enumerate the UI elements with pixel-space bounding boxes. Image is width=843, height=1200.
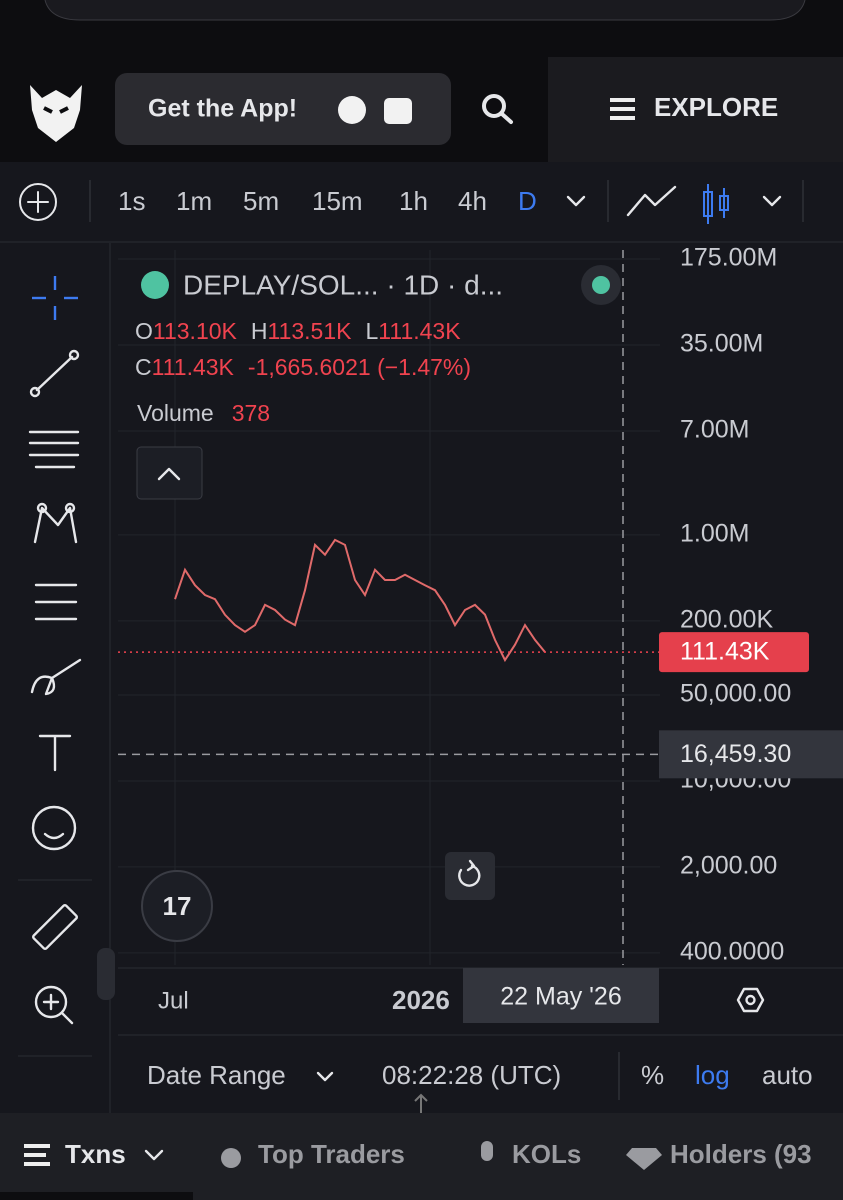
- interval[interactable]: 4h: [458, 186, 487, 216]
- reset-icon: [458, 859, 481, 887]
- plot-area: 175.00M 35.00M 7.00M 1.00M 200.00K 50,000.00 1…: [118, 244, 843, 966]
- time-label: 2026: [392, 985, 450, 1015]
- chevron: [144, 1149, 164, 1161]
- collapse-handle[interactable]: [97, 948, 115, 1000]
- line-style-icon[interactable]: [626, 185, 677, 217]
- settings-icon[interactable]: [736, 987, 765, 1013]
- diamond-icon: [626, 1148, 662, 1170]
- tab[interactable]: Holders (93: [670, 1139, 812, 1169]
- tool-panel: [0, 243, 110, 1113]
- tv-logo[interactable]: [141, 870, 213, 942]
- android-icon: [384, 98, 412, 124]
- crosshair-tag: [659, 730, 843, 779]
- top-bar: [44, 0, 806, 21]
- time-label: Jul: [158, 987, 189, 1014]
- explore-button[interactable]: [548, 57, 843, 162]
- fib-tool[interactable]: [28, 430, 80, 469]
- app-button-label: Get the App!: [148, 95, 297, 123]
- chevron: [316, 1071, 334, 1082]
- symbol: DEPLAY/SOL... · 1D · d...: [183, 269, 503, 300]
- y-tick-label: 1.00M: [680, 520, 749, 548]
- chevron[interactable]: [762, 195, 782, 207]
- medal-icon: [221, 1148, 241, 1168]
- percent-toggle[interactable]: %: [641, 1060, 664, 1090]
- last-price-tag: [659, 632, 809, 673]
- chevron-up: [157, 467, 181, 481]
- pattern-tool[interactable]: [33, 502, 78, 544]
- tab[interactable]: Txns: [65, 1139, 126, 1169]
- status-dot: [592, 276, 610, 294]
- auto-toggle[interactable]: auto: [762, 1060, 813, 1090]
- interval[interactable]: D: [518, 186, 537, 216]
- y-tick-label: 400.0000: [680, 938, 784, 966]
- explore-label: EXPLORE: [654, 92, 778, 122]
- tab-bar: [0, 1113, 843, 1200]
- emoji-tool[interactable]: [31, 805, 77, 851]
- text-tool[interactable]: [38, 734, 72, 772]
- zoom-tool[interactable]: [34, 985, 74, 1025]
- toolbar: [0, 162, 843, 242]
- y-tick-label: 7.00M: [680, 416, 749, 444]
- close-row: C111.43K -1,665.6021 (−1.47%): [135, 354, 471, 380]
- clock: 08:22:28 (UTC): [382, 1060, 561, 1090]
- reset-button[interactable]: [445, 852, 495, 900]
- interval[interactable]: 1m: [176, 186, 212, 216]
- tab[interactable]: KOLs: [512, 1139, 581, 1169]
- crosshair-label: 16,459.30: [680, 740, 791, 768]
- y-tick-label: 35.00M: [680, 330, 763, 358]
- menu-icon: [610, 98, 635, 120]
- add-icon[interactable]: [19, 183, 57, 221]
- app-button[interactable]: [115, 73, 451, 145]
- logo[interactable]: [30, 85, 82, 142]
- token-icon: [141, 271, 169, 299]
- ohl-row: O113.10K H113.51K L111.43K: [135, 318, 461, 344]
- trendline-tool[interactable]: [29, 349, 80, 398]
- search-icon[interactable]: [482, 94, 513, 124]
- y-tick-label: 175.00M: [680, 244, 777, 272]
- y-tick-label: 200.00K: [680, 605, 773, 633]
- last-price-label: 111.43K: [680, 638, 770, 666]
- interval-group: 1s 1m 5m 15m 1h 4h D: [118, 186, 537, 216]
- tab[interactable]: Top Traders: [258, 1139, 405, 1169]
- apple-icon: [338, 96, 366, 124]
- collapse-legend[interactable]: [136, 446, 203, 500]
- price-line: [174, 538, 546, 663]
- brush-tool[interactable]: [30, 658, 82, 696]
- forecast-tool[interactable]: [34, 583, 78, 621]
- chevron[interactable]: [566, 195, 586, 207]
- tv-logo-mark: 17: [163, 891, 192, 921]
- settings-icon-center: [745, 994, 756, 1006]
- interval[interactable]: 5m: [243, 186, 279, 216]
- crosshair-date: 22 May '26: [500, 983, 622, 1011]
- interval[interactable]: 15m: [312, 186, 363, 216]
- interval[interactable]: 1s: [118, 186, 145, 216]
- crosshair-date-bg: [463, 968, 659, 1023]
- y-tick-label: 50,000.00: [680, 680, 791, 708]
- crosshair-tool[interactable]: [32, 276, 78, 320]
- date-range[interactable]: Date Range: [147, 1060, 286, 1090]
- tab-indicator: [0, 1192, 193, 1200]
- log-toggle[interactable]: log: [695, 1060, 730, 1090]
- interval[interactable]: 1h: [399, 186, 428, 216]
- ruler-tool[interactable]: [32, 904, 78, 950]
- volume-row: Volume 378: [137, 400, 270, 426]
- mic-icon: [481, 1141, 493, 1161]
- txns-icon: [24, 1144, 50, 1166]
- y-tick-label: 2,000.00: [680, 852, 777, 880]
- candle-icon[interactable]: [703, 184, 729, 224]
